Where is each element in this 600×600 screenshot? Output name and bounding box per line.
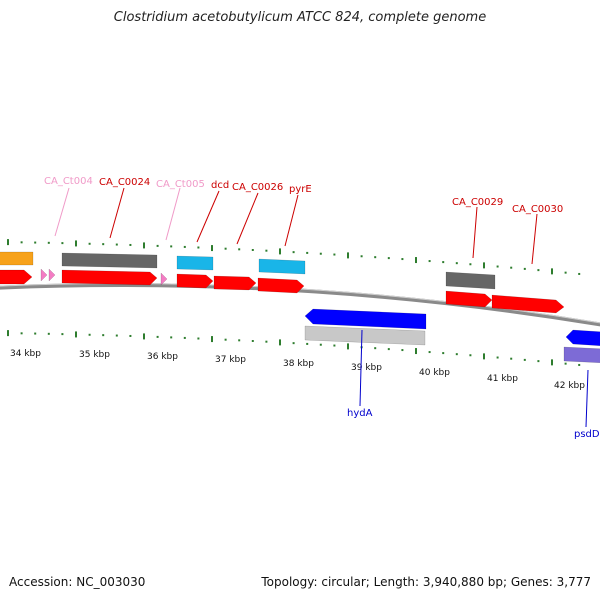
cds-arrow-pyre[interactable] (257, 277, 305, 294)
gene-label-ca-ct005[interactable]: CA_Ct005 (156, 179, 205, 190)
cds-arrow-ca-c0030[interactable] (491, 294, 565, 314)
label-leaders (54, 187, 589, 428)
gene-feature-light-hyda[interactable] (304, 325, 426, 346)
scale-label-41kbp: 41 kbp (487, 374, 518, 384)
cds-arrow-psdd[interactable] (565, 329, 600, 346)
gene-label-ca-c0026[interactable]: CA_C0026 (232, 182, 283, 193)
gene-label-psdd[interactable]: psdD (574, 429, 600, 440)
gene-feature-gray-ca-c0029[interactable] (445, 271, 496, 290)
gene-feature-purple-psdd[interactable] (563, 346, 600, 364)
cds-arrow-dcd[interactable] (176, 273, 214, 289)
gene-labels: CA_Ct004 CA_C0024 CA_Ct005 dcd CA_C0026 … (44, 176, 600, 440)
cds-arrow-ca-c0029[interactable] (445, 290, 493, 308)
gene-feature-gray-ca-c0024[interactable] (61, 252, 158, 269)
scale-label-36kbp: 36 kbp (147, 352, 178, 362)
gene-label-hyda[interactable]: hydA (347, 408, 373, 419)
outer-tick-row (7, 239, 581, 275)
scale-label-42kbp: 42 kbp (554, 381, 585, 391)
cds-arrow-ca-c0026[interactable] (213, 275, 257, 291)
scale-label-40kbp: 40 kbp (419, 368, 450, 378)
genome-backbone (0, 283, 600, 327)
gene-label-ca-c0030[interactable]: CA_C0030 (512, 204, 563, 215)
trna-arrow-1[interactable] (40, 268, 48, 282)
gene-feature-cyan-pyre[interactable] (258, 258, 306, 275)
reverse-genes (304, 308, 600, 364)
trna-arrow-2[interactable] (48, 268, 56, 282)
gene-feature-cyan-dcd[interactable] (176, 255, 214, 271)
forward-genes (0, 251, 565, 314)
cds-arrow-left-edge[interactable] (0, 269, 33, 285)
gene-label-dcd[interactable]: dcd (211, 180, 229, 191)
gene-feature-orange[interactable] (0, 251, 34, 266)
scale-label-38kbp: 38 kbp (283, 359, 314, 369)
accession-text: Accession: NC_003030 (9, 575, 146, 589)
trna-arrow-ca-ct005[interactable] (160, 272, 168, 286)
cds-arrow-ca-c0024[interactable] (61, 269, 158, 286)
gene-label-pyre[interactable]: pyrE (289, 184, 312, 195)
scale-label-35kbp: 35 kbp (79, 350, 110, 360)
gene-label-ca-c0024[interactable]: CA_C0024 (99, 177, 150, 188)
scale-label-39kbp: 39 kbp (351, 363, 382, 373)
scale-labels: 34 kbp 35 kbp 36 kbp 37 kbp 38 kbp 39 kb… (10, 349, 585, 391)
cds-arrow-hyda[interactable] (304, 308, 427, 330)
gene-label-ca-ct004[interactable]: CA_Ct004 (44, 176, 93, 187)
genome-title: Clostridium acetobutylicum ATCC 824, com… (113, 10, 487, 25)
genome-stats-text: Topology: circular; Length: 3,940,880 bp… (261, 575, 591, 589)
inner-tick-row (7, 330, 581, 366)
scale-label-34kbp: 34 kbp (10, 349, 41, 359)
gene-label-ca-c0029[interactable]: CA_C0029 (452, 197, 503, 208)
scale-label-37kbp: 37 kbp (215, 355, 246, 365)
